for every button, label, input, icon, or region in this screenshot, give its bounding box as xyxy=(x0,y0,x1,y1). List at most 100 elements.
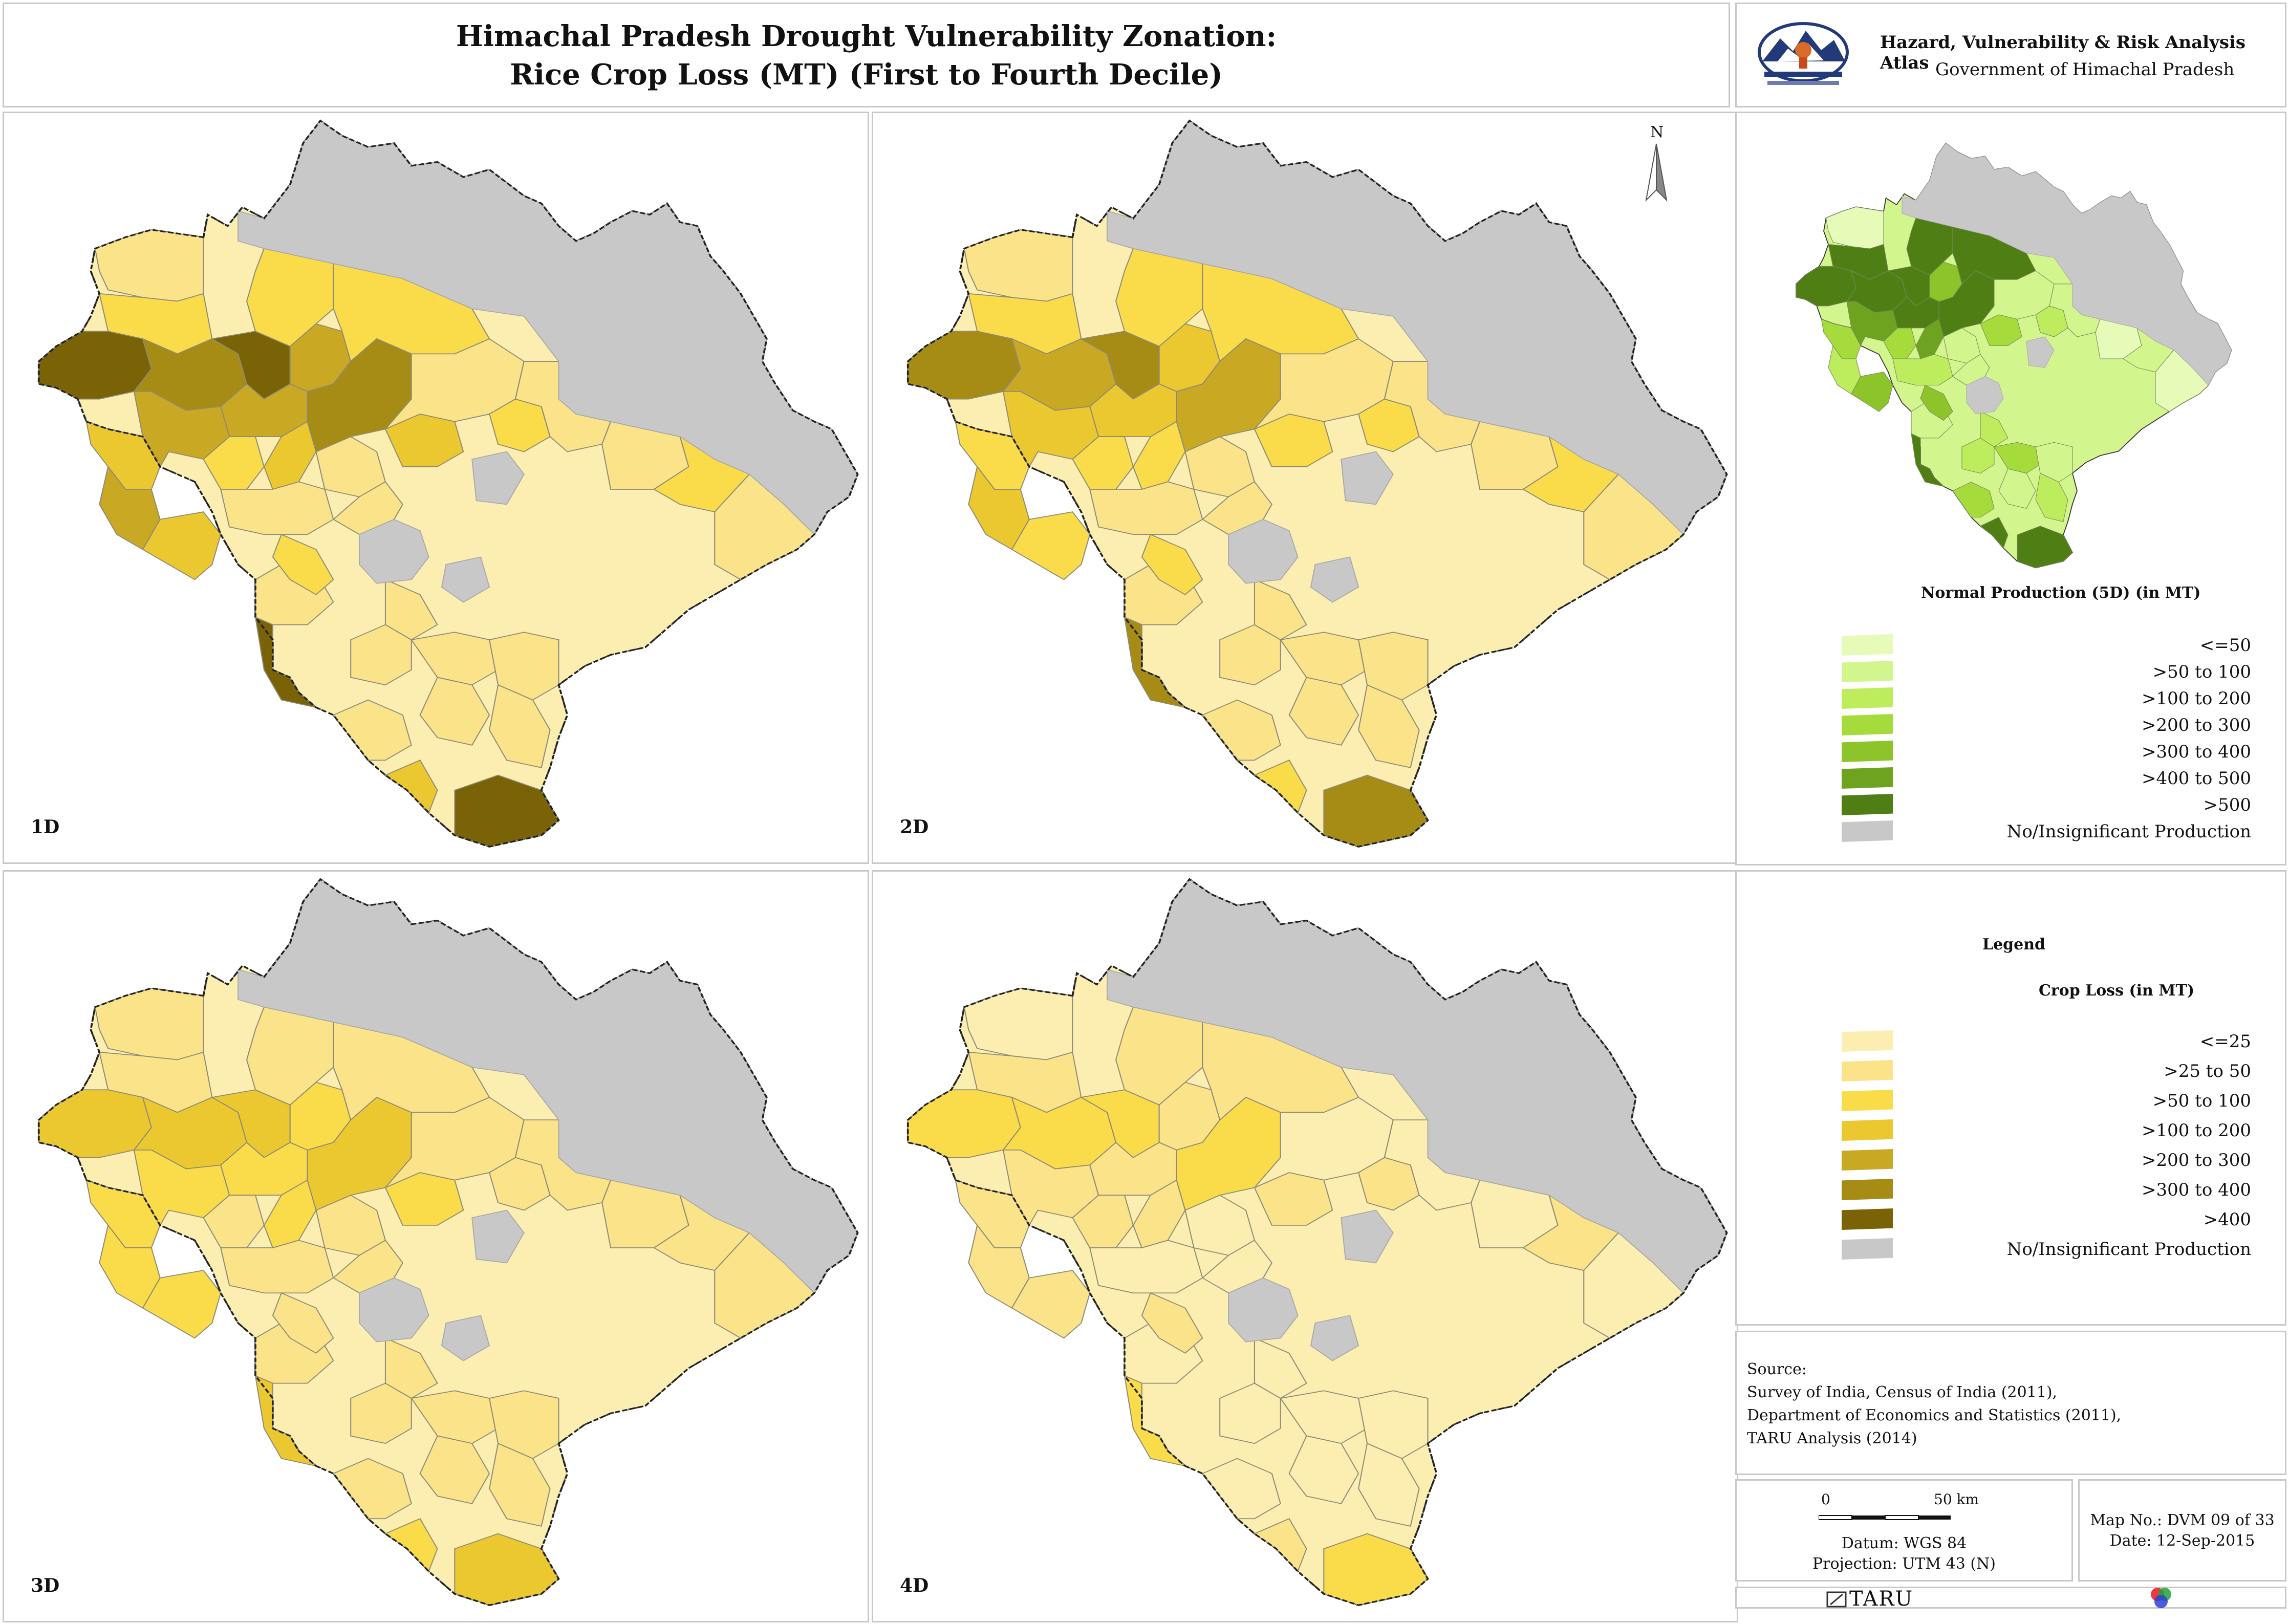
legend-label: >400 to 500 xyxy=(2141,768,2251,789)
inset-production-map xyxy=(1796,142,2232,569)
inset-district-region xyxy=(1980,516,2009,549)
legend-swatch xyxy=(1842,714,1893,735)
legend-label: <=50 xyxy=(2199,635,2251,656)
district-region xyxy=(1358,1442,1420,1527)
map-label-4d: 4D xyxy=(900,1575,929,1596)
district-map-2d xyxy=(906,119,1728,848)
district-region xyxy=(1254,1172,1333,1226)
no-production-region xyxy=(471,451,525,505)
district-region xyxy=(1358,684,1420,768)
map-panel-4d: 4D xyxy=(872,870,1738,1622)
legend-label: >25 to 50 xyxy=(2164,1061,2251,1081)
inset-no-production-region xyxy=(1966,376,2004,415)
legend-row: >500 xyxy=(1842,794,2251,815)
map-number: Map No.: DVM 09 of 33 xyxy=(2090,1511,2275,1529)
inset-no-production-region xyxy=(2026,336,2055,368)
district-region xyxy=(1002,391,1099,468)
no-production-region xyxy=(1310,1315,1359,1361)
district-map-4d xyxy=(906,878,1728,1606)
legend-swatch xyxy=(1842,767,1893,789)
projection-text: Projection: UTM 43 (N) xyxy=(1812,1555,1996,1573)
district-region xyxy=(384,1518,438,1572)
legend-row: >50 to 100 xyxy=(1842,1090,2251,1111)
no-production-region xyxy=(1310,556,1359,603)
atlas-header: Hazard, Vulnerability & Risk Analysis At… xyxy=(1735,3,2286,107)
legend-row: No/Insignificant Production xyxy=(1842,1238,2251,1260)
title-panel: Himachal Pradesh Drought Vulnerability Z… xyxy=(3,3,1730,107)
legend-label: >300 to 400 xyxy=(2141,1180,2251,1200)
map-title-line1: Himachal Pradesh Drought Vulnerability Z… xyxy=(456,19,1277,53)
legend-row: >100 to 200 xyxy=(1842,1119,2251,1141)
inset-district-region xyxy=(1980,314,2022,346)
district-region xyxy=(489,1442,551,1527)
atlas-subtitle: Government of Himachal Pradesh xyxy=(1935,59,2235,80)
source-line: Department of Economics and Statistics (… xyxy=(1747,1406,2122,1424)
map-panel-3d: 3D xyxy=(3,870,869,1622)
district-region xyxy=(1176,338,1281,452)
no-production-region xyxy=(1341,451,1394,505)
district-region xyxy=(419,1435,490,1504)
inset-no-production-region xyxy=(1902,142,2232,386)
district-region xyxy=(38,1089,152,1158)
legend-label: >100 to 200 xyxy=(2141,1120,2251,1141)
map-panel-2d: N 2D xyxy=(872,112,1738,864)
state-boundary xyxy=(906,878,1728,1606)
no-production-region xyxy=(1341,1209,1394,1264)
legend-label: >200 to 300 xyxy=(2141,715,2251,735)
district-region xyxy=(38,331,152,400)
legend-label: >100 to 200 xyxy=(2141,688,2251,709)
map-label-2d: 2D xyxy=(900,816,929,838)
inset-district-region xyxy=(2035,472,2068,522)
legend-row: >25 to 50 xyxy=(1842,1060,2251,1081)
district-map-1d xyxy=(37,119,859,848)
legend-row: >200 to 300 xyxy=(1842,1149,2251,1171)
inset-district-region xyxy=(1846,301,1898,347)
legend-label: >50 to 100 xyxy=(2152,662,2251,682)
district-region xyxy=(1011,511,1091,580)
scale-end: 50 km xyxy=(1934,1491,1979,1508)
district-region xyxy=(272,533,334,595)
district-region xyxy=(1288,677,1359,746)
legend-panel: Legend Crop Loss (in MT) <=25 >25 to 50 >5… xyxy=(1735,870,2286,1326)
footer-panel: TARU xyxy=(1735,1587,2286,1611)
source-line: Survey of India, Census of India (2011), xyxy=(1747,1383,2058,1401)
inset-district-region xyxy=(1851,372,1893,412)
district-region xyxy=(94,229,204,302)
scale-panel: 0 50 km Datum: WGS 84 Projection: UTM 43… xyxy=(1735,1479,2073,1582)
inset-district-region xyxy=(1911,433,1945,487)
legend-label: No/Insignificant Production xyxy=(2006,821,2251,842)
district-region xyxy=(220,1240,334,1294)
district-region xyxy=(1288,1435,1359,1504)
legend-label: <=25 xyxy=(2199,1031,2251,1052)
legend-swatch xyxy=(1842,1208,1893,1230)
district-region xyxy=(419,677,490,746)
legend-swatch xyxy=(1842,794,1893,815)
district-region xyxy=(1323,1533,1429,1606)
district-region xyxy=(307,1096,412,1211)
district-region xyxy=(384,1172,464,1226)
map-title-line2: Rice Crop Loss (MT) (First to Fourth Dec… xyxy=(510,58,1223,92)
legend-row: >100 to 200 xyxy=(1842,687,2251,709)
district-region xyxy=(454,1533,559,1606)
legend-swatch xyxy=(1842,820,1893,842)
legend-label: No/Insignificant Production xyxy=(2006,1239,2251,1260)
district-region xyxy=(1254,414,1333,467)
inset-panel: Normal Production (5D) (in MT) <=50 >50 t… xyxy=(1735,112,2286,865)
no-production-region xyxy=(359,518,429,584)
taru-wordmark: TARU xyxy=(1849,1587,1914,1611)
legend-label: >500 xyxy=(2203,795,2251,815)
legend-swatch xyxy=(1842,1030,1893,1052)
source-heading: Source: xyxy=(1747,1360,1807,1378)
district-region xyxy=(142,1270,222,1339)
rgb-circles-icon xyxy=(2151,1588,2171,1608)
state-boundary xyxy=(37,119,859,848)
legend-swatch xyxy=(1842,1060,1893,1081)
legend-label: >50 to 100 xyxy=(2152,1091,2251,1111)
legend-swatch xyxy=(1842,687,1893,709)
no-production-region xyxy=(1228,1277,1299,1342)
district-region xyxy=(272,1292,334,1354)
inset-district-region xyxy=(1892,354,1953,386)
district-region xyxy=(384,414,464,467)
source-panel: Source: Survey of India, Census of India… xyxy=(1735,1331,2286,1475)
district-region xyxy=(220,481,334,535)
